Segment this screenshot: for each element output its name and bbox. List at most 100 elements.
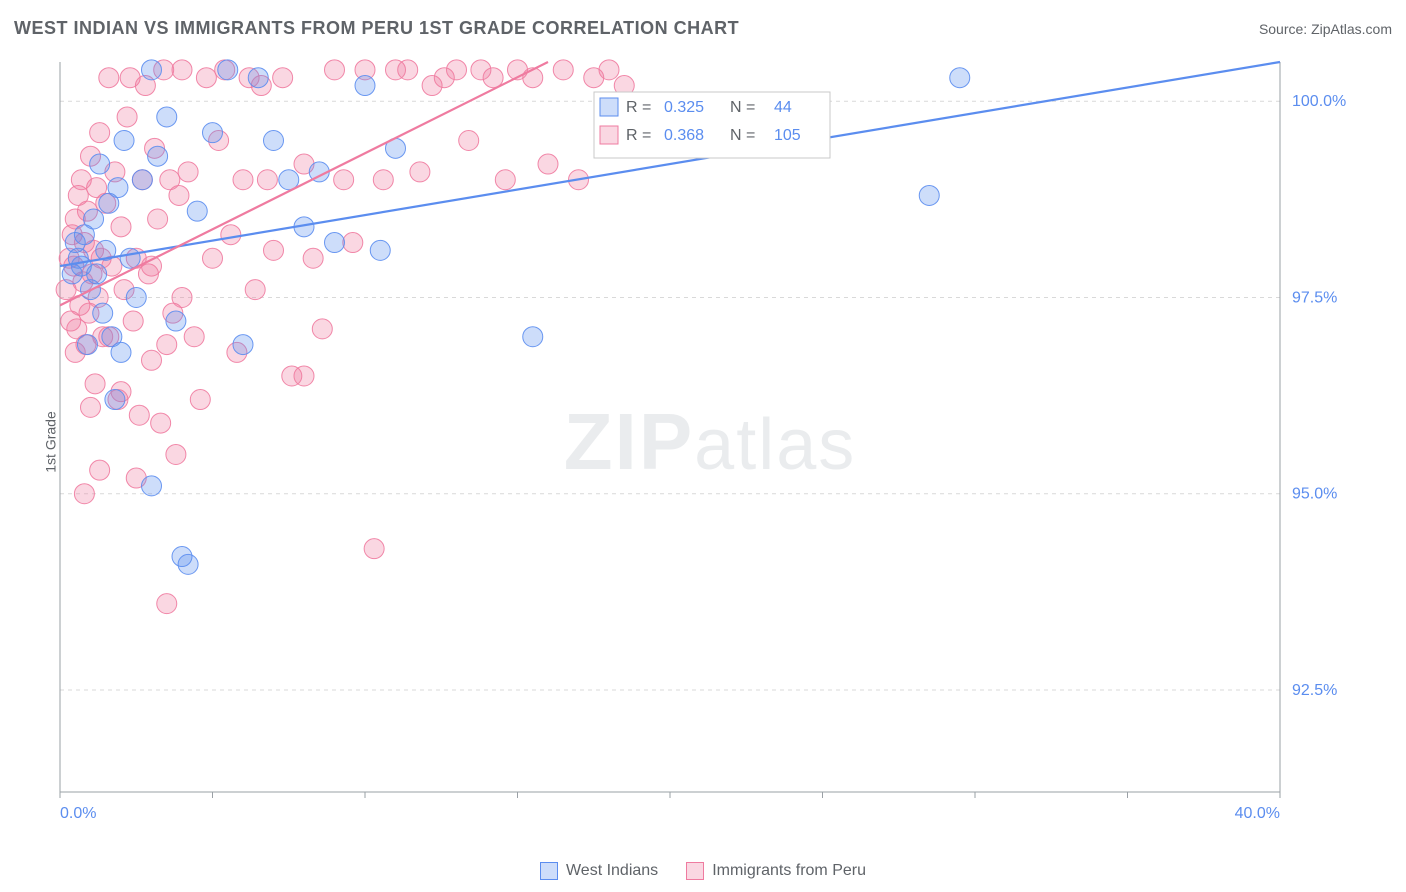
scatter-point	[129, 405, 149, 425]
svg-text:0.0%: 0.0%	[60, 805, 96, 822]
svg-text:100.0%: 100.0%	[1292, 93, 1346, 110]
scatter-point	[233, 335, 253, 355]
svg-text:N =: N =	[730, 99, 755, 116]
scatter-point	[190, 390, 210, 410]
scatter-point	[108, 178, 128, 198]
scatter-point	[120, 248, 140, 268]
scatter-point	[87, 264, 107, 284]
scatter-point	[142, 476, 162, 496]
svg-text:92.5%: 92.5%	[1292, 682, 1337, 699]
scatter-point	[123, 311, 143, 331]
scatter-point	[203, 248, 223, 268]
scatter-point	[355, 76, 375, 96]
scatter-point	[294, 366, 314, 386]
scatter-point	[599, 60, 619, 80]
scatter-point	[157, 594, 177, 614]
scatter-point	[538, 154, 558, 174]
scatter-point	[148, 209, 168, 229]
scatter-point	[334, 170, 354, 190]
scatter-point	[184, 327, 204, 347]
scatter-point	[447, 60, 467, 80]
scatter-point	[74, 484, 94, 504]
source-credit: Source: ZipAtlas.com	[1259, 21, 1392, 37]
legend-label: West Indians	[566, 862, 658, 880]
legend-swatch	[540, 862, 558, 880]
legend-item-west-indians: West Indians	[540, 862, 658, 880]
svg-text:R =: R =	[626, 127, 651, 144]
svg-text:97.5%: 97.5%	[1292, 289, 1337, 306]
scatter-point	[93, 303, 113, 323]
scatter-point	[151, 413, 171, 433]
scatter-point	[233, 170, 253, 190]
legend-item-immigrants-peru: Immigrants from Peru	[686, 862, 866, 880]
scatter-point	[148, 146, 168, 166]
source-link[interactable]: ZipAtlas.com	[1311, 21, 1392, 37]
scatter-point	[370, 240, 390, 260]
scatter-point	[172, 60, 192, 80]
scatter-point	[221, 225, 241, 245]
scatter-point	[325, 60, 345, 80]
scatter-point	[178, 162, 198, 182]
scatter-point	[264, 240, 284, 260]
scatter-point	[950, 68, 970, 88]
legend: West Indians Immigrants from Peru	[0, 862, 1406, 880]
scatter-point	[84, 209, 104, 229]
scatter-point	[919, 185, 939, 205]
scatter-point	[166, 311, 186, 331]
scatter-point	[364, 539, 384, 559]
scatter-point	[85, 374, 105, 394]
scatter-point	[157, 335, 177, 355]
scatter-point	[303, 248, 323, 268]
scatter-point	[312, 319, 332, 339]
scatter-point	[410, 162, 430, 182]
svg-text:40.0%: 40.0%	[1235, 805, 1280, 822]
svg-text:R =: R =	[626, 99, 651, 116]
svg-text:44: 44	[774, 99, 792, 116]
svg-text:0.368: 0.368	[664, 127, 704, 144]
scatter-point	[157, 107, 177, 127]
scatter-point	[459, 130, 479, 150]
scatter-point	[111, 342, 131, 362]
scatter-point	[398, 60, 418, 80]
scatter-point	[248, 68, 268, 88]
scatter-point	[373, 170, 393, 190]
scatter-point	[196, 68, 216, 88]
svg-text:105: 105	[774, 127, 801, 144]
scatter-point	[142, 60, 162, 80]
header-bar: WEST INDIAN VS IMMIGRANTS FROM PERU 1ST …	[14, 18, 1392, 39]
scatter-point	[257, 170, 277, 190]
scatter-point	[90, 460, 110, 480]
scatter-point	[218, 60, 238, 80]
scatter-point	[325, 233, 345, 253]
scatter-point	[90, 154, 110, 174]
svg-text:95.0%: 95.0%	[1292, 486, 1337, 503]
source-prefix: Source:	[1259, 21, 1311, 37]
scatter-point	[178, 554, 198, 574]
scatter-point	[77, 335, 97, 355]
scatter-point	[264, 130, 284, 150]
svg-text:0.325: 0.325	[664, 99, 704, 116]
scatter-point	[187, 201, 207, 221]
svg-text:N =: N =	[730, 127, 755, 144]
scatter-point	[81, 397, 101, 417]
legend-label: Immigrants from Peru	[712, 862, 866, 880]
scatter-point	[90, 123, 110, 143]
scatter-point	[523, 327, 543, 347]
chart-area: 1st Grade ZIPatlas 92.5%95.0%97.5%100.0%…	[40, 52, 1380, 832]
scatter-point	[132, 170, 152, 190]
scatter-point	[142, 350, 162, 370]
scatter-point	[343, 233, 363, 253]
scatter-point	[203, 123, 223, 143]
scatter-point	[99, 68, 119, 88]
scatter-point	[495, 170, 515, 190]
y-axis-label: 1st Grade	[43, 411, 59, 472]
scatter-point	[114, 130, 134, 150]
scatter-point	[166, 444, 186, 464]
scatter-point	[105, 390, 125, 410]
scatter-point	[111, 217, 131, 237]
scatter-point	[126, 287, 146, 307]
scatter-point	[553, 60, 573, 80]
scatter-point	[245, 280, 265, 300]
scatter-point	[172, 287, 192, 307]
scatter-point	[117, 107, 137, 127]
